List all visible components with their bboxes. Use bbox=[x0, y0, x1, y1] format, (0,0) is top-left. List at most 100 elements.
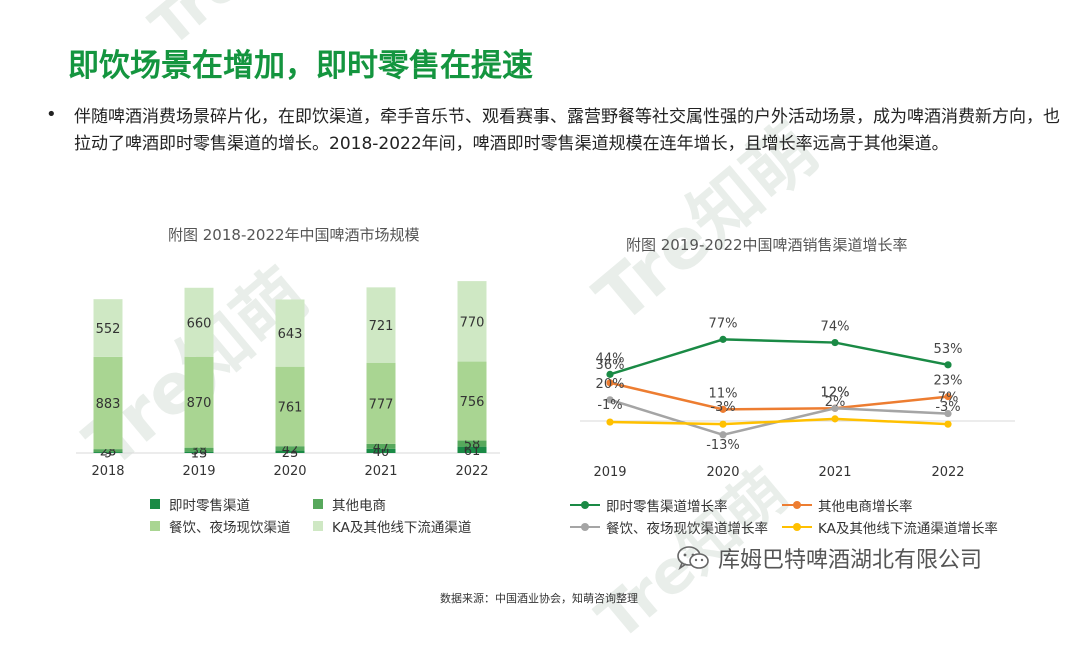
bar-segment bbox=[366, 287, 396, 363]
x-tick-label: 2022 bbox=[931, 465, 964, 480]
bar-segment bbox=[457, 440, 487, 447]
series-line bbox=[609, 381, 949, 411]
legend-instant-retail: 即时零售渠道 bbox=[150, 494, 250, 514]
legend-label: 其他电商增长率 bbox=[818, 499, 913, 515]
data-label: 7% bbox=[938, 391, 959, 406]
data-label: 870 bbox=[187, 396, 212, 411]
data-label: 61 bbox=[464, 444, 481, 459]
data-label: 660 bbox=[187, 316, 212, 331]
bar-segment bbox=[366, 448, 396, 453]
summary-text: 伴随啤酒消费场景碎片化，在即饮渠道，牵手音乐节、观看赛事、露营野餐等社交属性强的… bbox=[74, 107, 1060, 154]
series-line bbox=[609, 398, 949, 437]
data-label: -13% bbox=[706, 438, 740, 453]
data-point bbox=[606, 418, 614, 426]
data-point bbox=[719, 335, 727, 343]
legend-line-marker bbox=[782, 499, 812, 511]
data-label: 883 bbox=[96, 397, 121, 412]
legend-label: 餐饮、夜场现饮渠道增长率 bbox=[606, 521, 768, 537]
data-label: 20% bbox=[596, 377, 625, 392]
legend-swatch bbox=[313, 499, 323, 509]
legend-label: KA及其他线下流通渠道 bbox=[332, 520, 472, 536]
bar-segment bbox=[184, 451, 214, 453]
legend-label: KA及其他线下流通渠道增长率 bbox=[818, 521, 998, 537]
data-label: -1% bbox=[597, 398, 622, 413]
bar-segment bbox=[366, 362, 396, 444]
data-label: 12% bbox=[821, 385, 850, 400]
data-label: 11% bbox=[709, 386, 738, 401]
data-label: 643 bbox=[278, 327, 303, 342]
wechat-icon bbox=[677, 546, 709, 571]
bar-segment bbox=[93, 299, 123, 357]
legend-dining-growth: 餐饮、夜场现饮渠道增长率 bbox=[570, 517, 768, 537]
bar-segment bbox=[366, 443, 396, 449]
x-tick-label: 2019 bbox=[593, 465, 626, 480]
data-label: 23% bbox=[934, 374, 963, 389]
line-chart: 44%77% 74%53%36%11% 12%23%20%-13%12% 7%-1% -… bbox=[580, 316, 1015, 480]
data-label: 2% bbox=[825, 395, 846, 410]
bar-segment bbox=[275, 366, 305, 447]
data-label: 552 bbox=[96, 322, 121, 337]
bar-chart: 9288835522018133887066020192342761643202… bbox=[76, 281, 500, 479]
legend-label: 即时零售渠道增长率 bbox=[606, 499, 728, 515]
legend-line-marker bbox=[570, 521, 600, 533]
bar-segment bbox=[457, 446, 487, 453]
account-name: 库姆巴特啤酒湖北有限公司 bbox=[718, 548, 983, 573]
bar-segment bbox=[93, 356, 123, 450]
data-point bbox=[831, 338, 839, 347]
data-label: 9 bbox=[104, 447, 112, 462]
legend-ecommerce: 其他电商 bbox=[313, 494, 386, 514]
page-title: 即饮场景在增加，即时零售在提速 bbox=[68, 48, 533, 84]
data-label: 74% bbox=[821, 320, 850, 335]
data-label: -3% bbox=[710, 400, 735, 415]
x-tick-label: 2019 bbox=[182, 464, 215, 479]
series-line bbox=[609, 338, 949, 376]
data-point bbox=[719, 420, 727, 428]
data-point bbox=[606, 370, 614, 378]
bar-segment bbox=[184, 447, 214, 452]
bar-segment bbox=[184, 287, 214, 357]
x-tick-label: 2020 bbox=[273, 464, 306, 479]
data-label: 756 bbox=[460, 395, 485, 410]
data-point bbox=[944, 409, 952, 418]
data-label: 12% bbox=[821, 385, 850, 400]
bar-segment bbox=[275, 450, 305, 453]
bar-segment bbox=[457, 361, 487, 441]
x-tick-label: 2020 bbox=[706, 465, 739, 480]
legend-label: 餐饮、夜场现饮渠道 bbox=[169, 520, 291, 536]
data-label: -3% bbox=[935, 400, 960, 415]
data-point bbox=[606, 379, 614, 387]
data-point bbox=[944, 393, 952, 401]
data-point bbox=[944, 361, 952, 369]
bar-segment bbox=[275, 299, 305, 367]
bar-segment bbox=[457, 281, 487, 362]
data-label: 721 bbox=[369, 319, 394, 334]
data-point bbox=[944, 420, 952, 428]
x-tick-label: 2021 bbox=[364, 464, 397, 479]
data-point bbox=[831, 404, 839, 412]
line-chart-title: 附图 2019-2022中国啤酒销售渠道增长率 bbox=[626, 236, 908, 254]
bar-segment bbox=[275, 446, 305, 451]
legend-label: 即时零售渠道 bbox=[169, 498, 250, 514]
bar-segment bbox=[93, 449, 123, 453]
bullet-dot: • bbox=[46, 104, 57, 125]
x-tick-label: 2021 bbox=[818, 465, 851, 480]
data-label: 47 bbox=[373, 440, 390, 455]
legend-dining: 餐饮、夜场现饮渠道 bbox=[150, 516, 291, 536]
bar-segment bbox=[93, 452, 123, 453]
data-point bbox=[719, 405, 727, 413]
legend-label: 其他电商 bbox=[332, 498, 386, 514]
bar-segment bbox=[184, 356, 214, 448]
data-label: 770 bbox=[460, 315, 485, 330]
data-point bbox=[606, 396, 614, 404]
data-point bbox=[831, 415, 839, 423]
wechat-account: 库姆巴特啤酒湖北有限公司 bbox=[676, 542, 982, 574]
data-source: 数据来源：中国酒业协会，知萌咨询整理 bbox=[440, 592, 638, 605]
legend-line-marker bbox=[570, 499, 600, 511]
data-label: 53% bbox=[934, 342, 963, 357]
legend-ka-growth: KA及其他线下流通渠道增长率 bbox=[782, 517, 998, 537]
data-label: 44% bbox=[596, 351, 625, 366]
data-label: 77% bbox=[709, 316, 738, 331]
legend-swatch bbox=[150, 499, 160, 509]
legend-swatch bbox=[150, 521, 160, 531]
x-tick-label: 2022 bbox=[455, 464, 488, 479]
